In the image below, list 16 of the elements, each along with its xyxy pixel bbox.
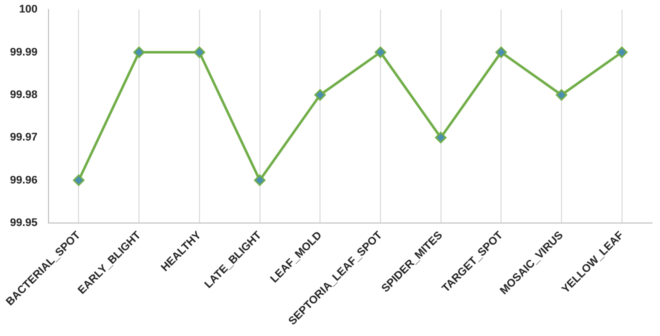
- y-tick-label: 99.96: [10, 174, 38, 186]
- y-tick-label: 99.97: [10, 132, 38, 144]
- point: [314, 89, 326, 101]
- y-tick-label: 99.99: [10, 46, 38, 58]
- y-tick-label: 100: [19, 4, 38, 16]
- point: [194, 46, 206, 58]
- point: [133, 46, 145, 58]
- point: [374, 46, 386, 58]
- point: [435, 132, 447, 144]
- point: [254, 174, 266, 186]
- y-tick-label: 99.98: [10, 88, 38, 101]
- point: [556, 89, 568, 101]
- point: [72, 174, 84, 186]
- point: [495, 46, 507, 58]
- point: [616, 46, 628, 58]
- y-tick-label: 99.95: [10, 216, 38, 229]
